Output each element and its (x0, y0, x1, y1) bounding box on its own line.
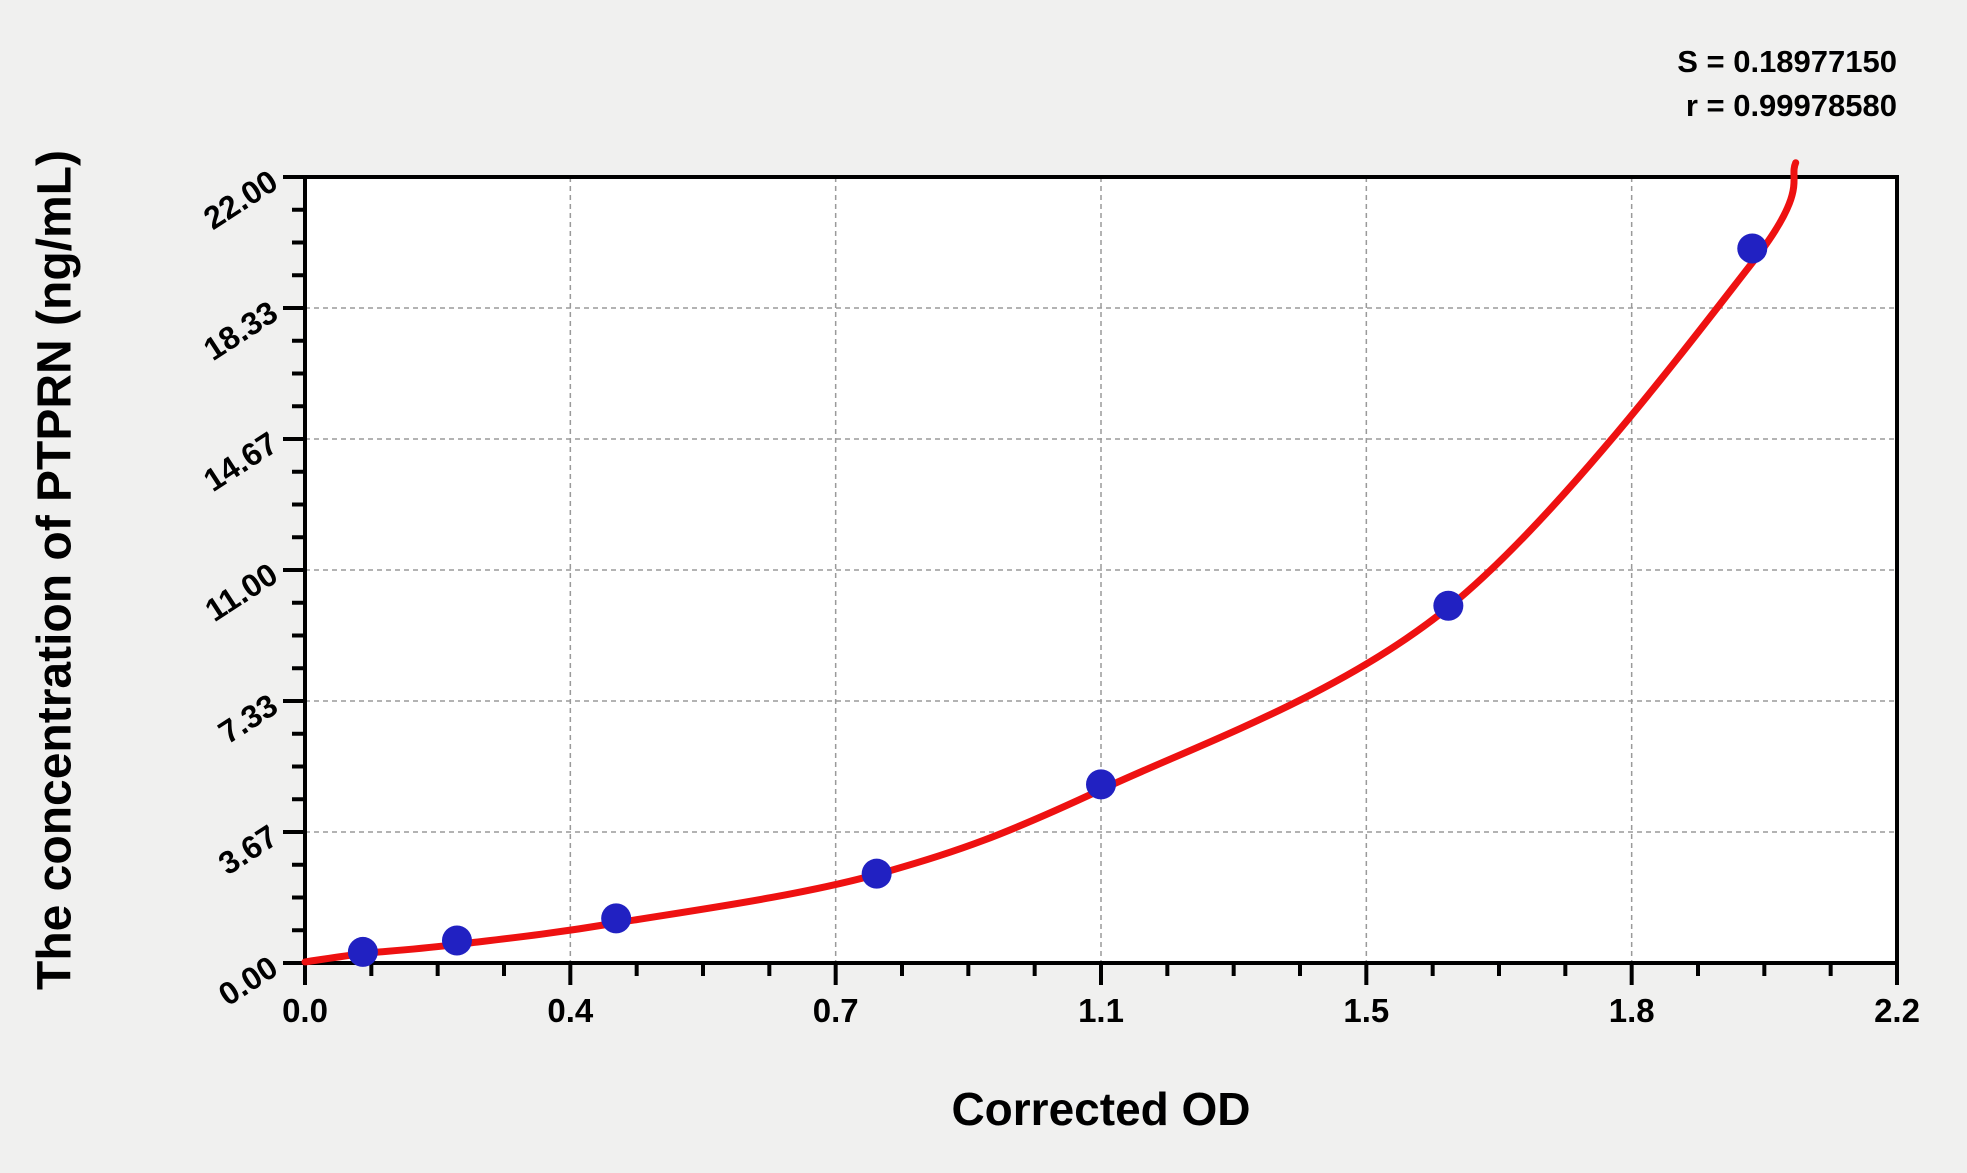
plot-frame (303, 175, 1899, 965)
y-tick-label: 3.67 (212, 818, 284, 882)
x-tick-label: 1.8 (1609, 992, 1655, 1029)
y-tick-label: 14.67 (197, 425, 284, 499)
data-point (1433, 590, 1464, 621)
data-point (1737, 233, 1768, 264)
y-tick-label: 0.00 (212, 949, 284, 1013)
y-tick-label: 22.00 (197, 163, 284, 237)
data-point (601, 903, 632, 934)
x-tick-label: 1.1 (1078, 992, 1124, 1029)
y-tick-label: 18.33 (197, 294, 284, 368)
y-tick-label: 11.00 (199, 556, 284, 629)
stat-s-value: S = 0.18977150 (1677, 44, 1897, 79)
y-axis-title: The concentration of PTPRN (ng/mL) (28, 150, 82, 990)
data-point (347, 936, 378, 967)
x-tick-label: 0.4 (547, 992, 594, 1029)
x-tick-label: 1.5 (1343, 992, 1389, 1029)
x-tick-label: 0.0 (282, 992, 328, 1029)
x-tick-label: 0.7 (813, 992, 859, 1029)
fit-statistics: S = 0.18977150 r = 0.99978580 (1677, 40, 1897, 128)
data-point (1086, 769, 1116, 800)
data-point (441, 925, 472, 956)
x-tick-label: 2.2 (1874, 992, 1920, 1029)
y-tick-label: 7.33 (212, 687, 284, 751)
data-point (861, 858, 892, 889)
stat-r-value: r = 0.99978580 (1685, 88, 1897, 123)
x-axis-title: Corrected OD (951, 1083, 1251, 1135)
